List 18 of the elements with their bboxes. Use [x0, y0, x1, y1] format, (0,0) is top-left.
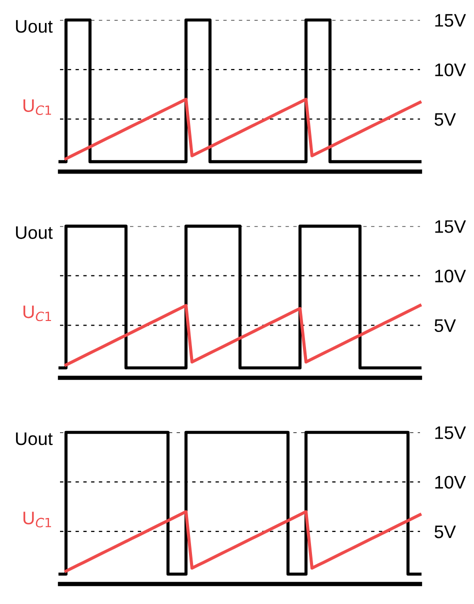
y-tick-label: 5V [434, 526, 456, 538]
y-tick-label: 15V [435, 220, 466, 233]
y-tick-label: 5V [434, 113, 456, 126]
series-label: Uout [16, 20, 53, 33]
series-label: Uout [16, 226, 53, 239]
y-tick-label: 5V [434, 319, 456, 332]
y-tick-label: 10V [435, 270, 466, 282]
y-tick-label: 15V [435, 14, 466, 27]
line-series [64, 98, 422, 160]
text: U$_{C1}$ [24, 512, 52, 528]
y-tick-label: 10V [435, 63, 466, 76]
line-series [64, 304, 422, 366]
line-series [64, 510, 422, 573]
y-tick-label: 15V [435, 426, 466, 440]
series-label: Uout [16, 432, 53, 446]
text: U$_{C1}$ [24, 99, 52, 115]
y-tick-label: 10V [435, 476, 466, 489]
text: U$_{C1}$ [24, 306, 52, 322]
